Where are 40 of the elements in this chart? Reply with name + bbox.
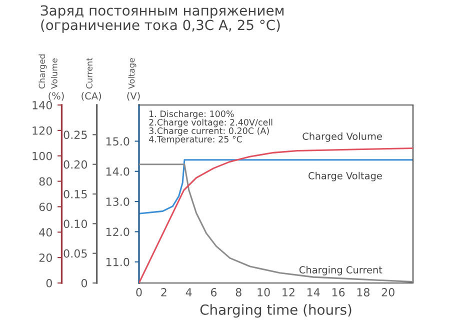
y-tick-label: 15.0: [106, 137, 130, 146]
y-tick-label: 13.0: [106, 198, 130, 206]
y2-tick-label: 0.25: [64, 130, 87, 140]
x-tick-label: 6: [210, 288, 217, 296]
x-tick-label: 20: [382, 288, 394, 296]
line-series: [139, 159, 413, 214]
y2-tick-label: 0.10: [64, 220, 88, 228]
chart-title: Заряд постоянным напряжением (ограничение тока 0,3C A, 25 °C): [40, 5, 284, 33]
series-label: Charging Current: [299, 266, 382, 276]
x-tick-label: 12: [282, 288, 294, 296]
y2-tick-label: 0.20: [64, 160, 88, 169]
y3-tick-label: 40: [39, 228, 52, 237]
y3-axis-title: Charged Volume (%): [38, 54, 64, 101]
x-tick-label: 10: [258, 288, 270, 296]
y-tick-label: 12.0: [106, 228, 130, 236]
y3-tick-label: 80: [39, 177, 52, 186]
y-tick-label: 14.0: [106, 167, 130, 176]
y2-tick-label: 0.15: [64, 190, 87, 198]
y3-tick-label: 0: [46, 278, 52, 288]
y2-axis-title: Current (CA): [82, 58, 101, 101]
series-label: Charge Voltage: [308, 172, 382, 182]
annotation: 1. Discharge: 100% 2.Charge voltage: 2.40V/cell 3.Charge current: 0.20C (A) 4.Temperature: 25 °C: [149, 110, 272, 144]
x-tick-label: 2: [161, 288, 166, 296]
x-tick-label: 16: [332, 288, 345, 296]
y2-tick-label: 0: [81, 278, 88, 288]
y3-tick-label: 100: [32, 152, 52, 160]
series-label: Charged Volume: [302, 132, 382, 142]
y-tick-label: 11.0: [106, 258, 130, 266]
y-axis-title: Voltage (V): [127, 58, 140, 101]
y3-tick-label: 20: [39, 254, 52, 262]
x-tick-label: 0: [136, 288, 142, 296]
y3-tick-label: 140: [32, 100, 52, 110]
y3-tick-label: 120: [32, 126, 52, 135]
x-tick-label: 18: [357, 288, 370, 296]
x-tick-label: 8: [236, 288, 242, 296]
x-tick-label: 14: [308, 288, 320, 296]
x-axis-title: Charging time (hours): [200, 304, 352, 318]
y3-tick-label: 60: [39, 202, 52, 212]
y2-tick-label: 0.05: [64, 249, 87, 258]
x-tick-label: 4: [186, 288, 192, 296]
